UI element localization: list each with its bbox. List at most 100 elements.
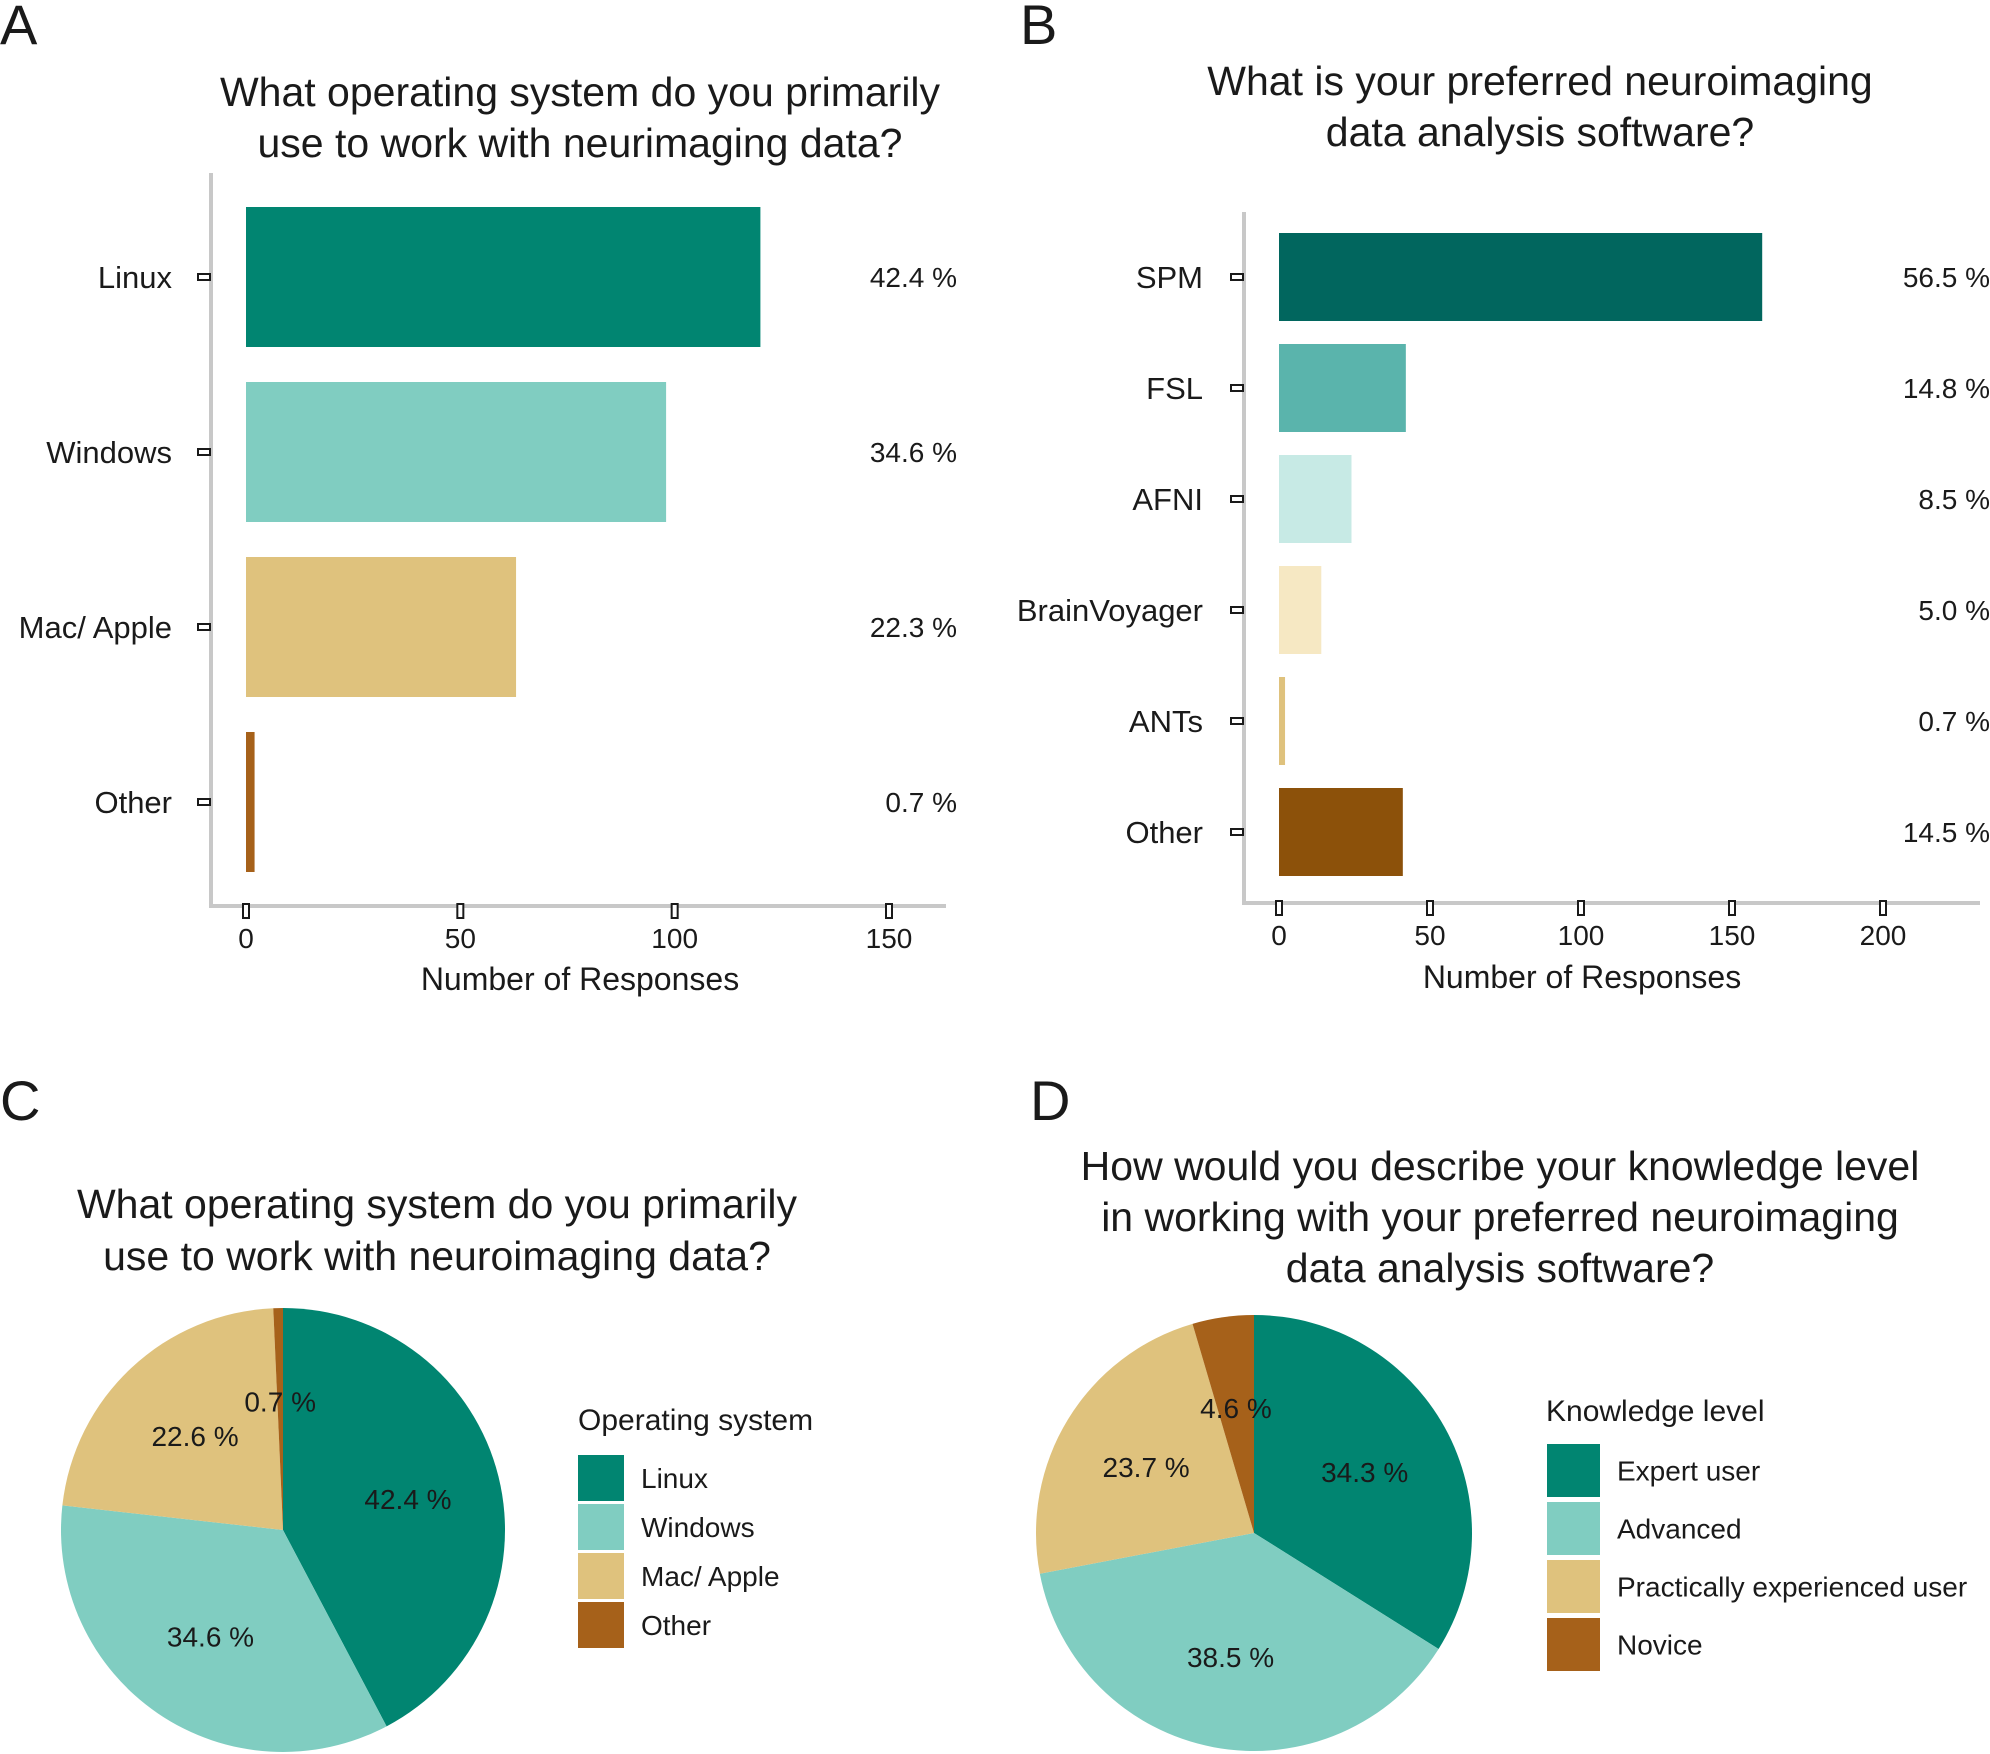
panel-c-title-line-1: What operating system do you primarily <box>77 1181 798 1227</box>
panel-b-y-tick-mark-other <box>1230 828 1244 836</box>
panel-b-x-tick-mark-200 <box>1879 900 1887 916</box>
panel-b-percent-label-brainvoyager: 5.0 % <box>1918 595 1990 626</box>
panel-a-y-tick-mark-windows <box>197 448 211 456</box>
panel-a-percent-label-mac-apple: 22.3 % <box>870 612 957 643</box>
panel-b-x-tick-label-200: 200 <box>1860 920 1907 951</box>
panel-a-x-tick-label-150: 150 <box>866 923 913 954</box>
panel-b-percent-label-spm: 56.5 % <box>1903 262 1990 293</box>
panel-d-letter: D <box>1030 1069 1070 1132</box>
panel-b-plot-area: 0 50 100 150 200 SPM 56.5 % FSL 14.8 % AFNI 8.5 % B… <box>1017 212 1990 951</box>
panel-b-x-tick-mark-100 <box>1577 900 1585 916</box>
panel-b-category-label-ants: ANTs <box>1129 704 1203 739</box>
panel-d-slice-expert-user <box>1254 1315 1472 1649</box>
panel-a-bar-mac-apple <box>246 557 517 697</box>
panel-a-x-tick-label-100: 100 <box>651 923 698 954</box>
panel-c-legend-swatch-windows <box>578 1504 624 1550</box>
panel-c-slice-mac-apple <box>62 1308 284 1530</box>
panel-c-legend-label-other: Other <box>641 1610 711 1641</box>
panel-b-category-label-spm: SPM <box>1136 260 1203 295</box>
panel-c-legend-swatch-linux <box>578 1455 624 1501</box>
panel-a-category-label-mac-apple: Mac/ Apple <box>19 610 172 645</box>
panel-c-legend-label-windows: Windows <box>641 1512 755 1543</box>
panel-a-x-tick-label-50: 50 <box>445 923 476 954</box>
panel-c-slice-label-linux: 42.4 % <box>364 1484 451 1515</box>
panel-c-legend-label-linux: Linux <box>641 1463 708 1494</box>
panel-b-x-tick-label-100: 100 <box>1558 920 1605 951</box>
panel-d-legend-swatch-advanced <box>1547 1502 1600 1555</box>
panel-d-legend-label-advanced: Advanced <box>1617 1514 1742 1545</box>
panel-a-bar-linux <box>246 207 761 347</box>
panel-d-legend-label-practically-experienced-user: Practically experienced user <box>1617 1572 1967 1603</box>
panel-b-x-tick-mark-0 <box>1275 900 1283 916</box>
panel-c-slice-label-windows: 34.6 % <box>167 1621 254 1652</box>
panel-d-slice-practically-experienced-user <box>1035 1323 1254 1574</box>
panel-a-bar-chart: A What operating system do you primarily… <box>0 0 957 997</box>
panel-b-bar-fsl <box>1279 344 1406 432</box>
panel-b-category-label-afni: AFNI <box>1132 482 1203 517</box>
panel-b-category-label-other: Other <box>1125 815 1203 850</box>
panel-a-percent-label-linux: 42.4 % <box>870 262 957 293</box>
panel-b-percent-label-ants: 0.7 % <box>1918 706 1990 737</box>
panel-c-legend: Linux Windows Mac/ Apple Other <box>578 1455 780 1648</box>
panel-c-legend-swatch-mac-apple <box>578 1553 624 1599</box>
panel-a-title-line-2: use to work with neurimaging data? <box>258 120 903 166</box>
panel-a-plot-area: 0 50 100 150 Linux 42.4 % Windows 34.6 % Mac/ Ap… <box>19 173 957 954</box>
panel-d-legend-swatch-novice <box>1547 1618 1600 1671</box>
panel-a-x-tick-mark-100 <box>670 903 679 919</box>
panel-d-slice-label-practically-experienced-user: 23.7 % <box>1103 1452 1190 1483</box>
panel-d-legend-swatch-practically-experienced-user <box>1547 1560 1600 1613</box>
panel-a-y-tick-mark-mac-apple <box>197 623 211 631</box>
panel-b-bar-ants <box>1279 677 1286 765</box>
panel-a-x-axis-label: Number of Responses <box>421 961 739 997</box>
panel-a-category-label-linux: Linux <box>98 260 173 295</box>
panel-b-percent-label-afni: 8.5 % <box>1918 484 1990 515</box>
panel-d-legend-title: Knowledge level <box>1546 1395 1764 1428</box>
panel-c-pie: 42.4 % 34.6 % 22.6 %0.7 % <box>60 1308 505 1752</box>
panel-c-legend-label-mac-apple: Mac/ Apple <box>641 1561 780 1592</box>
panel-a-x-tick-mark-50 <box>456 903 465 919</box>
panel-d-legend-label-novice: Novice <box>1617 1630 1703 1661</box>
panel-d-slice-novice <box>1192 1315 1254 1533</box>
panel-a-x-tick-label-0: 0 <box>238 923 254 954</box>
panel-b-title-line-2: data analysis software? <box>1326 109 1754 155</box>
panel-c-slice-linux <box>283 1308 505 1727</box>
panel-b-y-tick-mark-brainvoyager <box>1230 606 1244 614</box>
panel-b-bar-spm <box>1279 233 1763 321</box>
panel-b-bar-brainvoyager <box>1279 566 1322 654</box>
panel-b-percent-label-fsl: 14.8 % <box>1903 373 1990 404</box>
panel-d-legend-swatch-expert-user <box>1547 1444 1600 1497</box>
panel-c-title-line-2: use to work with neuroimaging data? <box>103 1233 771 1279</box>
panel-a-percent-label-other: 0.7 % <box>885 787 957 818</box>
panel-d-legend-label-expert-user: Expert user <box>1617 1456 1760 1487</box>
panel-a-letter: A <box>0 0 38 56</box>
panel-b-y-tick-mark-fsl <box>1230 384 1244 392</box>
panel-c-slice-label-mac-apple: 22.6 % <box>151 1421 238 1452</box>
panel-b-category-label-fsl: FSL <box>1146 371 1203 406</box>
panel-b-percent-label-other: 14.5 % <box>1903 817 1990 848</box>
panel-c-legend-title: Operating system <box>578 1404 813 1437</box>
panel-b-y-tick-mark-afni <box>1230 495 1244 503</box>
panel-b-x-tick-label-50: 50 <box>1414 920 1445 951</box>
panel-d-slice-advanced <box>1039 1533 1439 1752</box>
panel-b-x-axis-label: Number of Responses <box>1423 959 1741 995</box>
panel-c-slice-windows <box>60 1505 387 1752</box>
panel-a-y-tick-mark-linux <box>197 273 211 281</box>
panel-d-title-line-1: How would you describe your knowledge le… <box>1081 1143 1920 1189</box>
panel-b-category-label-brainvoyager: BrainVoyager <box>1017 593 1203 628</box>
panel-b-letter: B <box>1020 0 1057 56</box>
panel-c-slice-other <box>273 1308 283 1530</box>
panel-b-x-tick-label-150: 150 <box>1709 920 1756 951</box>
panel-d-slice-label-expert-user: 34.3 % <box>1321 1457 1408 1488</box>
panel-d-pie: 34.3 % 38.5 % 23.7 % 4.6 % <box>1035 1315 1472 1752</box>
panel-d-pie-chart: D How would you describe your knowledge … <box>1030 1069 1967 1752</box>
panel-b-bar-chart: B What is your preferred neuroimaging da… <box>1017 0 1990 995</box>
panel-a-category-label-windows: Windows <box>46 435 172 470</box>
panel-b-y-tick-mark-spm <box>1230 273 1244 281</box>
panel-b-bar-afni <box>1279 455 1352 543</box>
panel-d-slice-label-advanced: 38.5 % <box>1187 1642 1274 1673</box>
panel-b-x-tick-mark-50 <box>1426 900 1434 916</box>
panel-c-letter: C <box>0 1069 40 1132</box>
panel-a-x-tick-mark-150 <box>885 903 893 919</box>
panel-a-percent-label-windows: 34.6 % <box>870 437 957 468</box>
